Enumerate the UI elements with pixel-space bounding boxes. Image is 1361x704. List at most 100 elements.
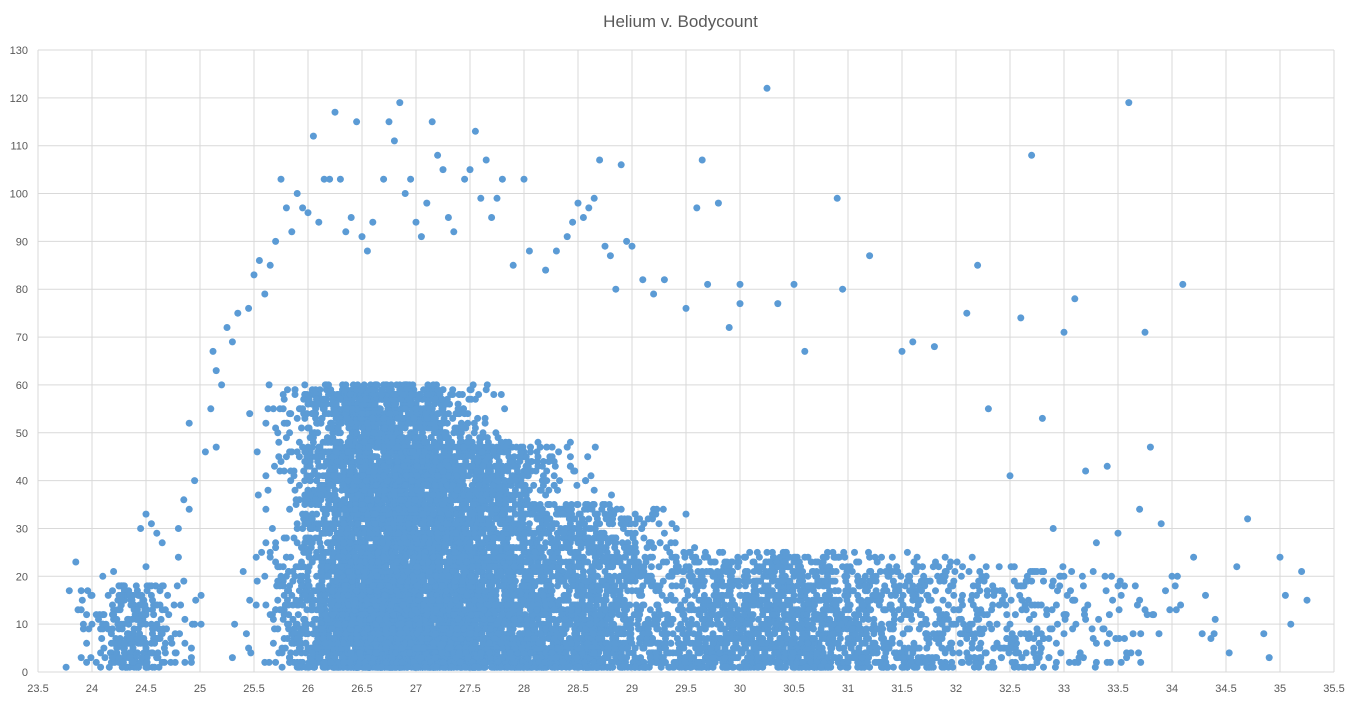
scatter-point: [262, 419, 270, 427]
scatter-point: [314, 429, 322, 437]
scatter-point: [342, 381, 350, 389]
scatter-point: [404, 434, 412, 442]
scatter-point: [286, 654, 294, 662]
scatter-point: [295, 453, 303, 461]
scatter-point: [490, 391, 498, 398]
scatter-point: [409, 381, 417, 389]
scatter-point: [483, 434, 491, 442]
scatter-point: [293, 414, 301, 422]
scatter-point: [262, 505, 270, 513]
scatter-point: [340, 539, 348, 547]
scatter-point: [358, 501, 366, 508]
scatter-point: [277, 458, 285, 465]
scatter-point: [327, 601, 335, 609]
scatter-point: [285, 611, 293, 619]
scatter-point: [246, 410, 254, 418]
scatter-point: [412, 434, 420, 442]
scatter-point: [323, 563, 331, 571]
scatter-point: [284, 635, 291, 642]
scatter-point: [307, 501, 315, 508]
scatter-point: [276, 563, 284, 571]
scatter-point: [252, 553, 260, 561]
scatter-point: [304, 424, 312, 432]
scatter-point: [285, 620, 293, 628]
scatter-point: [414, 395, 422, 403]
scatter-point: [443, 419, 451, 427]
scatter-point: [280, 534, 288, 542]
scatter-point: [371, 400, 379, 408]
scatter-point: [261, 572, 269, 580]
scatter-point: [315, 443, 323, 451]
scatter-point: [292, 596, 300, 604]
scatter-point: [287, 467, 295, 475]
scatter-point: [315, 654, 323, 662]
scatter-point: [266, 548, 274, 556]
scatter-point: [276, 606, 284, 614]
scatter-point: [323, 649, 331, 657]
scatter-point: [332, 577, 340, 585]
scatter-point: [311, 615, 318, 623]
scatter-point: [482, 386, 490, 394]
scatter-point: [314, 419, 322, 427]
scatter-point: [465, 395, 473, 403]
data-points: [62, 84, 1311, 671]
scatter-point: [354, 544, 362, 552]
scatter-point: [373, 381, 381, 389]
scatter-point: [318, 453, 326, 461]
scatter-point: [340, 658, 348, 666]
scatter-point: [456, 434, 464, 442]
scatter-point: [344, 477, 352, 485]
scatter-point: [277, 572, 285, 580]
scatter-point: [282, 553, 290, 561]
scatter-point: [438, 395, 446, 403]
scatter-point: [291, 486, 299, 494]
scatter-point: [279, 405, 287, 413]
scatter-point: [228, 654, 236, 662]
scatter-point: [242, 630, 250, 638]
scatter-point: [274, 429, 282, 437]
scatter-point: [312, 453, 320, 461]
scatter-point: [291, 391, 299, 398]
scatter-point: [363, 496, 371, 504]
scatter-point: [279, 391, 287, 398]
scatter-point: [253, 448, 261, 456]
scatter-point: [239, 568, 247, 575]
scatter-point: [287, 410, 295, 418]
scatter-point: [408, 391, 416, 398]
scatter-point: [286, 505, 294, 513]
scatter-point: [327, 481, 335, 489]
scatter-point: [333, 391, 341, 398]
scatter-point: [340, 496, 348, 504]
scatter-point: [363, 625, 371, 633]
scatter-point: [265, 658, 273, 666]
scatter-point: [272, 658, 280, 666]
scatter-point: [325, 410, 332, 418]
scatter-point: [252, 601, 260, 609]
scatter-point: [470, 419, 478, 427]
scatter-point: [323, 491, 331, 499]
scatter-point: [424, 391, 432, 398]
scatter-point: [315, 501, 323, 508]
scatter-point: [280, 467, 288, 475]
scatter-point: [328, 419, 336, 427]
scatter-point: [245, 644, 253, 652]
scatter-point: [306, 539, 314, 547]
scatter-point: [300, 395, 308, 403]
scatter-point: [407, 400, 415, 408]
scatter-point: [262, 601, 270, 609]
scatter-point: [429, 414, 437, 422]
scatter-point: [315, 606, 323, 614]
scatter-point: [434, 429, 442, 437]
scatter-point: [268, 525, 276, 532]
scatter-point: [262, 472, 270, 480]
scatter-point: [299, 405, 307, 413]
scatter-point: [308, 558, 316, 566]
scatter-point: [274, 625, 282, 633]
scatter-point: [328, 625, 336, 633]
scatter-point: [289, 568, 297, 575]
scatter-point: [460, 424, 467, 432]
scatter-point: [271, 462, 278, 470]
scatter-point: [412, 405, 420, 413]
scatter-point: [317, 491, 325, 499]
